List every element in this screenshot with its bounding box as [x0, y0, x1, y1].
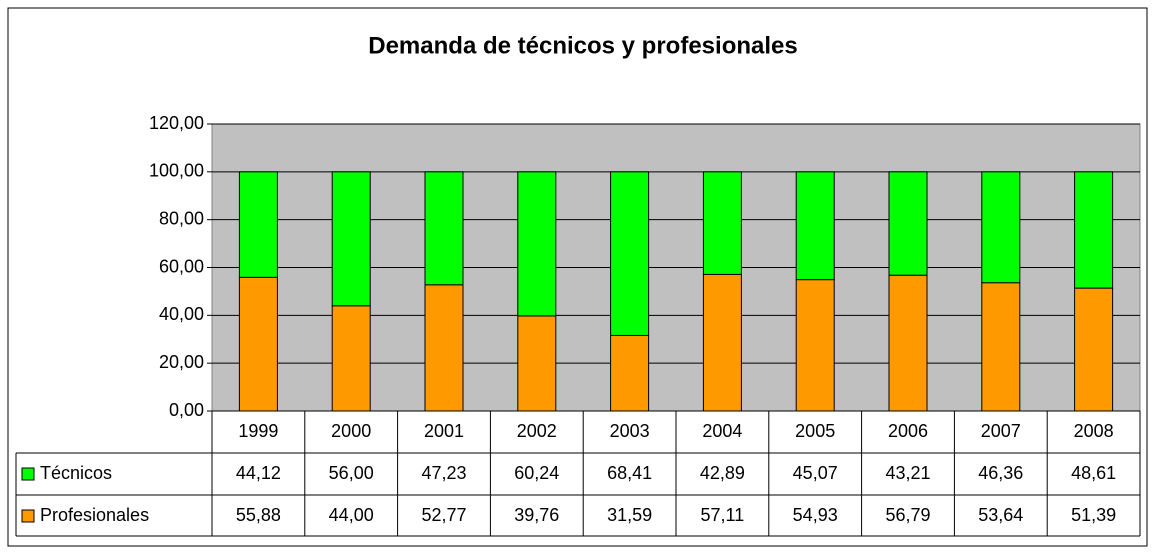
bar	[610, 334, 650, 412]
table-value: 53,64	[978, 505, 1023, 525]
table-value: 42,89	[700, 463, 745, 483]
x-tick-label: 2004	[702, 421, 742, 441]
table-value: 52,77	[421, 505, 466, 525]
bar	[331, 171, 371, 307]
bar	[424, 171, 464, 286]
bar	[517, 315, 557, 412]
x-tick-label: 2003	[610, 421, 650, 441]
bar	[238, 276, 278, 412]
y-tick-label: 60,00	[159, 256, 204, 276]
x-tick-label: 2002	[517, 421, 557, 441]
bar	[981, 171, 1021, 284]
bar	[424, 284, 464, 412]
table-value: 68,41	[607, 463, 652, 483]
y-tick-label: 0,00	[169, 400, 204, 420]
bar	[981, 282, 1021, 412]
x-tick-label: 2001	[424, 421, 464, 441]
bar	[888, 171, 928, 276]
legend-label: Profesionales	[40, 505, 149, 525]
y-tick-label: 100,00	[149, 161, 204, 181]
table-value: 60,24	[514, 463, 559, 483]
table-value: 51,39	[1071, 505, 1116, 525]
bar	[1074, 171, 1114, 289]
bar	[702, 273, 742, 412]
y-tick-label: 40,00	[159, 304, 204, 324]
bar	[888, 274, 928, 412]
x-tick-label: 2007	[981, 421, 1021, 441]
table-value: 31,59	[607, 505, 652, 525]
chart-title: Demanda de técnicos y profesionales	[368, 32, 797, 59]
table-value: 57,11	[701, 505, 745, 525]
table-value: 39,76	[514, 505, 559, 525]
y-tick-label: 80,00	[159, 208, 204, 228]
table-value: 47,23	[421, 463, 466, 483]
table-value: 56,79	[885, 505, 930, 525]
x-tick-label: 2008	[1074, 421, 1114, 441]
bar	[795, 279, 835, 412]
legend-swatch	[21, 509, 35, 523]
table-value: 43,21	[885, 463, 930, 483]
legend-swatch	[21, 467, 35, 481]
y-tick-label: 20,00	[159, 352, 204, 372]
table-value: 44,12	[236, 463, 281, 483]
x-tick-label: 1999	[238, 421, 278, 441]
bar	[610, 171, 650, 336]
bar	[795, 171, 835, 281]
table-value: 48,61	[1071, 463, 1116, 483]
y-tick-label: 120,00	[149, 113, 204, 133]
table-value: 46,36	[978, 463, 1023, 483]
bar	[238, 171, 278, 278]
legend-label: Técnicos	[40, 463, 112, 483]
table-value: 56,00	[329, 463, 374, 483]
x-tick-label: 2006	[888, 421, 928, 441]
bar	[1074, 287, 1114, 412]
x-tick-label: 2000	[331, 421, 371, 441]
x-tick-label: 2005	[795, 421, 835, 441]
bar	[331, 305, 371, 412]
bar	[702, 171, 742, 275]
table-value: 45,07	[793, 463, 838, 483]
table-value: 54,93	[793, 505, 838, 525]
bar	[517, 171, 557, 317]
table-value: 55,88	[236, 505, 281, 525]
table-value: 44,00	[329, 505, 374, 525]
